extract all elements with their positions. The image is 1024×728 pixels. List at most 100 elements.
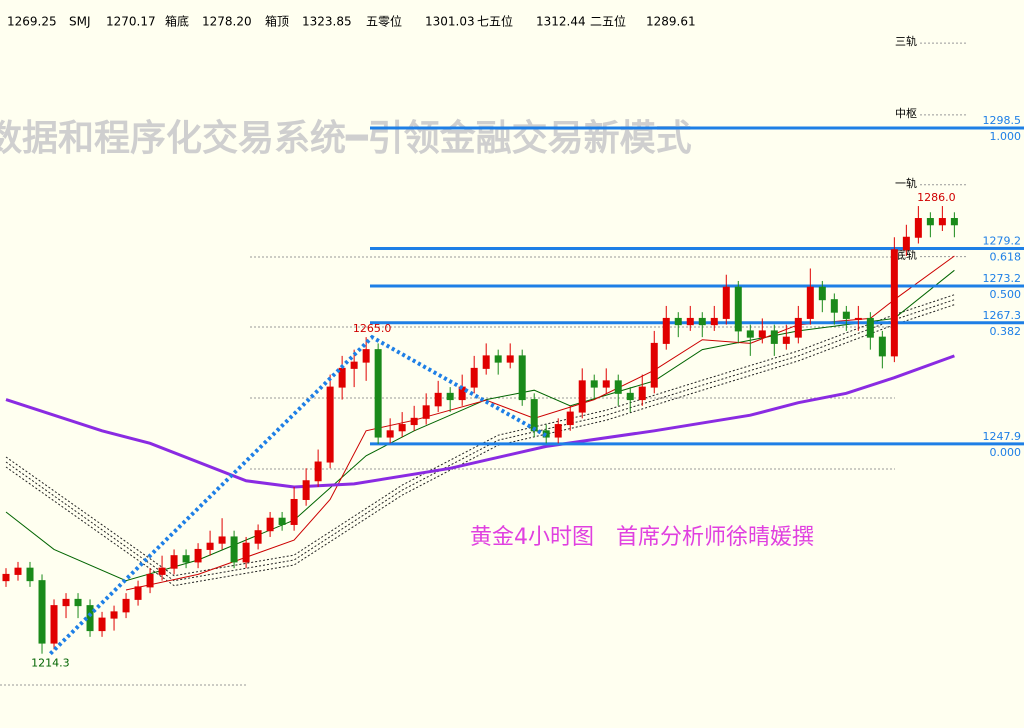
candle-body (890, 249, 898, 357)
candle-body (674, 317, 682, 326)
candle-body (218, 536, 226, 544)
header-item: 1269.25 (7, 15, 57, 29)
level-price: 1247.9 (983, 430, 1022, 443)
candle-body (158, 567, 166, 575)
price-annotation: 1214.3 (31, 657, 70, 670)
candle-body (206, 542, 214, 550)
candle-body (626, 392, 634, 401)
candle-body (686, 317, 694, 326)
zigzag (48, 334, 550, 656)
candle-body (554, 424, 562, 438)
caption: 黄金4小时图 首席分析师徐晴媛撰 (470, 525, 814, 550)
candle-body (374, 349, 382, 438)
candle-body (794, 317, 802, 338)
candle-body (170, 555, 178, 569)
level-price: 1273.2 (983, 272, 1022, 285)
candle-body (854, 317, 862, 320)
candle-body (650, 342, 658, 388)
candle-body (782, 336, 790, 344)
candle-body (950, 218, 958, 226)
candle-body (506, 355, 514, 363)
candle-body (278, 517, 286, 525)
candle-body (74, 598, 82, 607)
candle-body (110, 611, 118, 619)
candle-body (746, 330, 754, 338)
header-item: 1278.20 (202, 15, 252, 29)
candle-body (866, 317, 874, 338)
candle-body (326, 386, 334, 463)
candle-body (14, 567, 22, 575)
header-item: 1301.03 (425, 15, 475, 29)
header-item: 1289.61 (646, 15, 696, 29)
candle-body (422, 405, 430, 419)
header-item: SMJ (69, 15, 91, 29)
rail-label: 三轨 (895, 34, 917, 48)
candle-body (122, 598, 130, 613)
level-ratio: 0.618 (990, 250, 1022, 263)
level-ratio: 0.382 (990, 325, 1022, 338)
candle-body (578, 380, 586, 413)
candle-body (758, 330, 766, 338)
price-annotation: 1286.0 (917, 191, 956, 204)
header-item: 二五位 (590, 14, 626, 29)
header-item: 箱顶 (265, 14, 289, 29)
header-item: 箱底 (165, 14, 189, 29)
level-ratio: 0.500 (990, 288, 1022, 301)
candle-body (722, 286, 730, 319)
candle-body (302, 480, 310, 500)
candle-body (482, 355, 490, 369)
candle-body (266, 517, 274, 532)
candle-body (362, 349, 370, 363)
candle-body (242, 542, 250, 563)
candle-body (806, 286, 814, 319)
candle-body (926, 218, 934, 226)
watermark: 数据和程序化交易系统━引领金融交易新模式 (0, 117, 692, 159)
candle-body (830, 299, 838, 313)
candle-body (98, 617, 106, 632)
candle-body (710, 317, 718, 326)
candle-body (494, 355, 502, 363)
candle-body (398, 424, 406, 432)
candle-body (590, 380, 598, 388)
candle-body (818, 286, 826, 301)
candle-body (770, 330, 778, 344)
candle-body (290, 498, 298, 525)
candle-body (470, 367, 478, 388)
candle-body (386, 430, 394, 438)
header-item: 1270.17 (106, 15, 156, 29)
header-item: 七五位 (477, 14, 513, 29)
candle-body (182, 555, 190, 563)
candle-body (314, 461, 322, 482)
candle-body (230, 536, 238, 563)
candle-body (938, 218, 946, 226)
candle-body (566, 411, 574, 426)
candle-body (602, 380, 610, 388)
moving-average (5, 354, 955, 489)
level-ratio: 1.000 (990, 130, 1022, 143)
candle-body (134, 586, 142, 600)
candle-body (734, 286, 742, 332)
candle-body (698, 317, 706, 326)
candle-body (62, 598, 70, 607)
rail-label: 一轨 (895, 176, 917, 190)
candle-body (86, 605, 94, 632)
candle-body (842, 311, 850, 319)
candle-body (410, 417, 418, 426)
candle-body (50, 605, 58, 644)
header-item: 五零位 (366, 14, 402, 29)
header-item: 1323.85 (302, 15, 352, 29)
candle-body (194, 548, 202, 563)
candle-body (26, 567, 34, 582)
candle-body (662, 317, 670, 344)
candle-body (38, 580, 46, 644)
rail-label: 中枢 (895, 106, 917, 120)
price-annotation: 1265.0 (353, 322, 392, 335)
candle-body (446, 392, 454, 401)
candle-body (878, 336, 886, 357)
level-ratio: 0.000 (990, 446, 1022, 459)
candle-body (638, 386, 646, 401)
candle-body (530, 399, 538, 432)
